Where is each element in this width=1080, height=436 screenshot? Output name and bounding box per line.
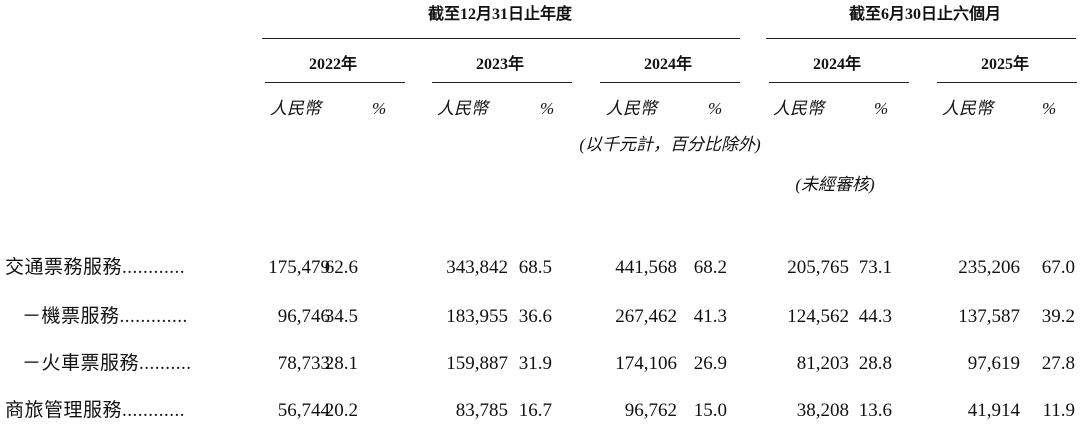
period-group: 截至6月30日止六個月 xyxy=(848,6,1001,23)
unit-note: (以千元計，百分比除外) xyxy=(579,135,761,154)
year-header: 2025年 xyxy=(980,56,1029,73)
unit-header: 人民幣 xyxy=(606,99,657,118)
cell: 68.2 xyxy=(693,257,727,278)
cell: 441,568 xyxy=(615,257,677,278)
unit-header: 人民幣 xyxy=(942,99,993,118)
unit-header: % xyxy=(708,99,723,118)
row-label: －火車票服務.......... xyxy=(22,353,192,374)
cell: 205,765 xyxy=(787,257,849,278)
cell: 78,733 xyxy=(277,353,330,374)
rule xyxy=(265,82,405,83)
cell: 67.0 xyxy=(1041,257,1075,278)
year-header: 2024年 xyxy=(812,56,861,73)
rule xyxy=(769,82,909,83)
cell: 159,887 xyxy=(446,353,508,374)
cell: 26.9 xyxy=(693,353,727,374)
cell: 96,746 xyxy=(277,306,330,327)
cell: 41.3 xyxy=(693,306,727,327)
cell: 68.5 xyxy=(518,257,552,278)
cell: 13.6 xyxy=(858,400,892,421)
cell: 16.7 xyxy=(518,400,552,421)
cell: 174,106 xyxy=(615,353,677,374)
cell: 124,562 xyxy=(787,306,849,327)
cell: 31.9 xyxy=(518,353,552,374)
cell: 56,744 xyxy=(277,400,330,421)
unit-header: 人民幣 xyxy=(270,99,321,118)
rule xyxy=(766,38,1076,39)
cell: 20.2 xyxy=(324,400,358,421)
unit-header: 人民幣 xyxy=(773,99,824,118)
rule xyxy=(600,82,740,83)
cell: 97,619 xyxy=(967,353,1020,374)
unit-header: % xyxy=(372,99,387,118)
cell: 36.6 xyxy=(518,306,552,327)
cell: 83,785 xyxy=(455,400,508,421)
cell: 62.6 xyxy=(324,257,358,278)
cell: 137,587 xyxy=(958,306,1020,327)
rule xyxy=(432,82,572,83)
unit-header: % xyxy=(1042,99,1057,118)
cell: 175,479 xyxy=(268,257,330,278)
cell: 38,208 xyxy=(796,400,849,421)
cell: 183,955 xyxy=(446,306,508,327)
cell: 27.8 xyxy=(1041,353,1075,374)
cell: 34.5 xyxy=(324,306,358,327)
rule xyxy=(937,82,1077,83)
cell: 235,206 xyxy=(958,257,1020,278)
period-group: 截至12月31日止年度 xyxy=(427,6,572,23)
cell: 44.3 xyxy=(858,306,892,327)
year-header: 2022年 xyxy=(308,56,357,73)
cell: 41,914 xyxy=(967,400,1020,421)
row-label: 交通票務服務............ xyxy=(5,257,186,278)
unaudited-note: (未經審核) xyxy=(795,175,875,194)
cell: 81,203 xyxy=(796,353,849,374)
cell: 73.1 xyxy=(858,257,892,278)
year-header: 2023年 xyxy=(475,56,524,73)
rule xyxy=(262,38,740,39)
row-label: －機票服務............. xyxy=(22,306,188,327)
cell: 11.9 xyxy=(1042,400,1075,421)
year-header: 2024年 xyxy=(643,56,692,73)
row-label: 商旅管理服務............ xyxy=(5,400,186,421)
cell: 28.8 xyxy=(858,353,892,374)
cell: 15.0 xyxy=(693,400,727,421)
cell: 39.2 xyxy=(1041,306,1075,327)
cell: 343,842 xyxy=(446,257,508,278)
cell: 267,462 xyxy=(615,306,677,327)
cell: 28.1 xyxy=(324,353,358,374)
unit-header: 人民幣 xyxy=(437,99,488,118)
unit-header: % xyxy=(874,99,889,118)
cell: 96,762 xyxy=(624,400,677,421)
unit-header: % xyxy=(540,99,555,118)
